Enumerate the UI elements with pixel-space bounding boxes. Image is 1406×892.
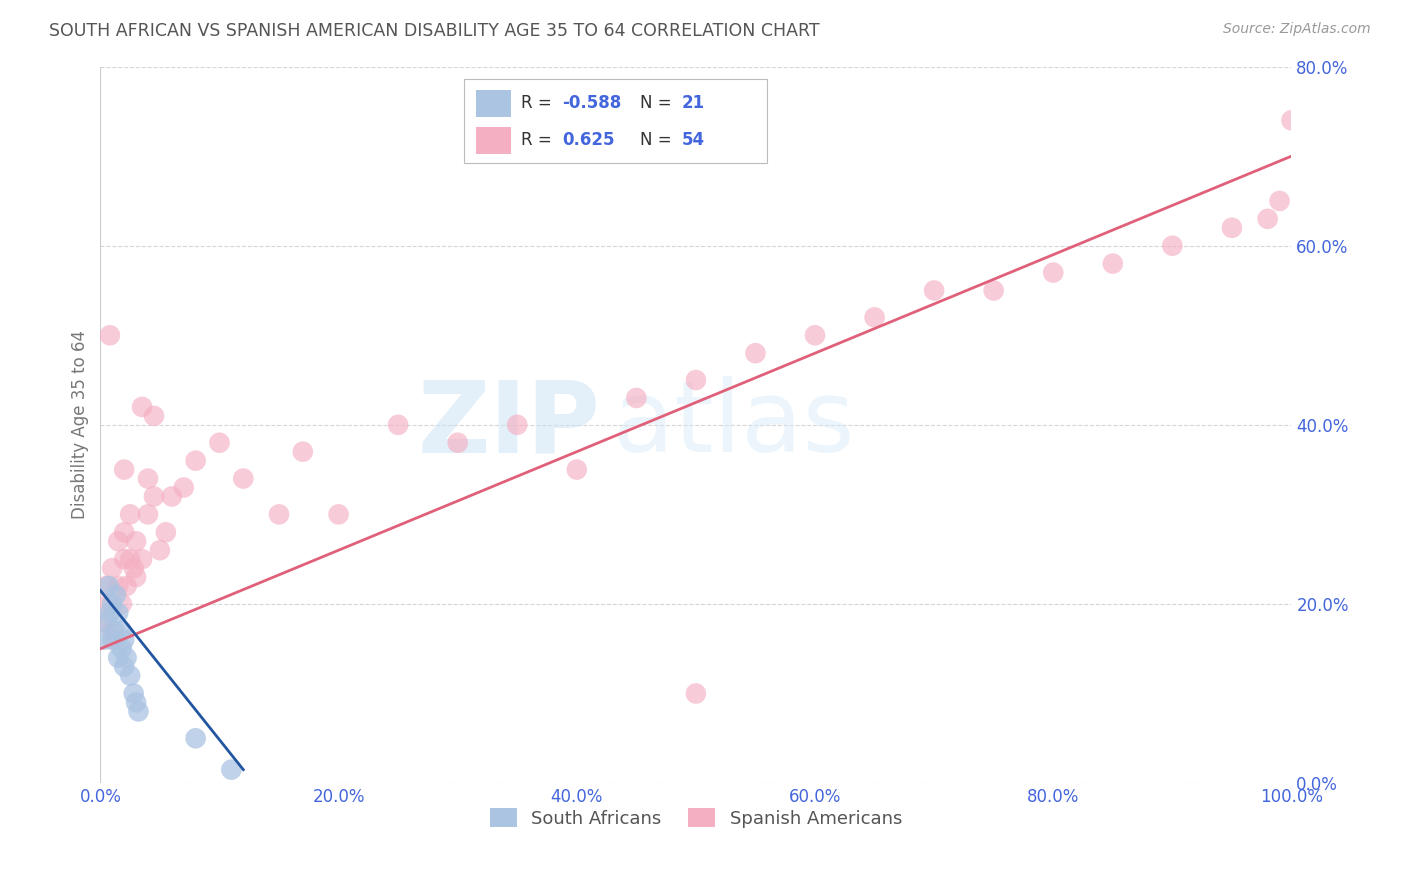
Point	[208, 435, 231, 450]
Point	[97, 597, 120, 611]
Point	[149, 543, 172, 558]
Text: SOUTH AFRICAN VS SPANISH AMERICAN DISABILITY AGE 35 TO 64 CORRELATION CHART: SOUTH AFRICAN VS SPANISH AMERICAN DISABI…	[49, 22, 820, 40]
Text: R =: R =	[520, 95, 557, 112]
Point	[131, 552, 153, 566]
Point	[120, 668, 142, 682]
Point	[221, 763, 243, 777]
Text: 0.625: 0.625	[562, 131, 614, 149]
Point	[863, 310, 886, 325]
Point	[115, 579, 138, 593]
Point	[125, 695, 148, 709]
Point	[922, 284, 945, 298]
Point	[101, 632, 124, 647]
Text: Source: ZipAtlas.com: Source: ZipAtlas.com	[1223, 22, 1371, 37]
Point	[1268, 194, 1291, 208]
Point	[101, 597, 124, 611]
Point	[328, 508, 350, 522]
Point	[983, 284, 1005, 298]
Point	[127, 705, 149, 719]
Text: R =: R =	[520, 131, 557, 149]
Y-axis label: Disability Age 35 to 64: Disability Age 35 to 64	[72, 330, 89, 519]
Point	[125, 570, 148, 584]
Text: -0.588: -0.588	[562, 95, 621, 112]
Text: 54: 54	[682, 131, 704, 149]
Point	[96, 615, 118, 629]
Point	[107, 606, 129, 620]
Point	[1257, 211, 1279, 226]
Point	[685, 373, 707, 387]
Point	[111, 624, 134, 638]
Point	[122, 686, 145, 700]
FancyBboxPatch shape	[464, 78, 768, 163]
Point	[184, 453, 207, 467]
Point	[136, 508, 159, 522]
Point	[744, 346, 766, 360]
Point	[107, 579, 129, 593]
Point	[804, 328, 827, 343]
Point	[160, 490, 183, 504]
Point	[291, 444, 314, 458]
Point	[101, 561, 124, 575]
Point	[115, 650, 138, 665]
Point	[112, 462, 135, 476]
Point	[267, 508, 290, 522]
Point	[685, 686, 707, 700]
Point	[142, 409, 165, 423]
Point	[107, 534, 129, 549]
Point	[232, 471, 254, 485]
FancyBboxPatch shape	[475, 89, 512, 117]
Point	[131, 400, 153, 414]
Point	[1281, 113, 1303, 128]
Point	[98, 328, 121, 343]
Point	[120, 508, 142, 522]
Point	[101, 624, 124, 638]
Point	[122, 561, 145, 575]
Text: ZIP: ZIP	[418, 376, 600, 474]
Point	[1042, 266, 1064, 280]
Legend: South Africans, Spanish Americans: South Africans, Spanish Americans	[482, 801, 910, 835]
Point	[111, 597, 134, 611]
Point	[107, 650, 129, 665]
Point	[112, 659, 135, 673]
Point	[506, 417, 529, 432]
Point	[112, 552, 135, 566]
Point	[120, 552, 142, 566]
Point	[155, 525, 177, 540]
Point	[184, 731, 207, 746]
Point	[104, 624, 127, 638]
Point	[104, 588, 127, 602]
Point	[387, 417, 409, 432]
Point	[104, 632, 127, 647]
Point	[626, 391, 648, 405]
Text: N =: N =	[640, 95, 676, 112]
Point	[142, 490, 165, 504]
Point	[173, 481, 195, 495]
Point	[93, 615, 115, 629]
Point	[111, 641, 134, 656]
Point	[447, 435, 470, 450]
Point	[1101, 257, 1123, 271]
Text: atlas: atlas	[613, 376, 855, 474]
Point	[97, 579, 120, 593]
Text: 21: 21	[682, 95, 704, 112]
Point	[93, 632, 115, 647]
Point	[98, 606, 121, 620]
Point	[112, 525, 135, 540]
Point	[1161, 238, 1184, 252]
Point	[1220, 220, 1243, 235]
Text: N =: N =	[640, 131, 676, 149]
Point	[96, 579, 118, 593]
Point	[125, 534, 148, 549]
FancyBboxPatch shape	[475, 127, 512, 154]
Point	[136, 471, 159, 485]
Point	[112, 632, 135, 647]
Point	[565, 462, 588, 476]
